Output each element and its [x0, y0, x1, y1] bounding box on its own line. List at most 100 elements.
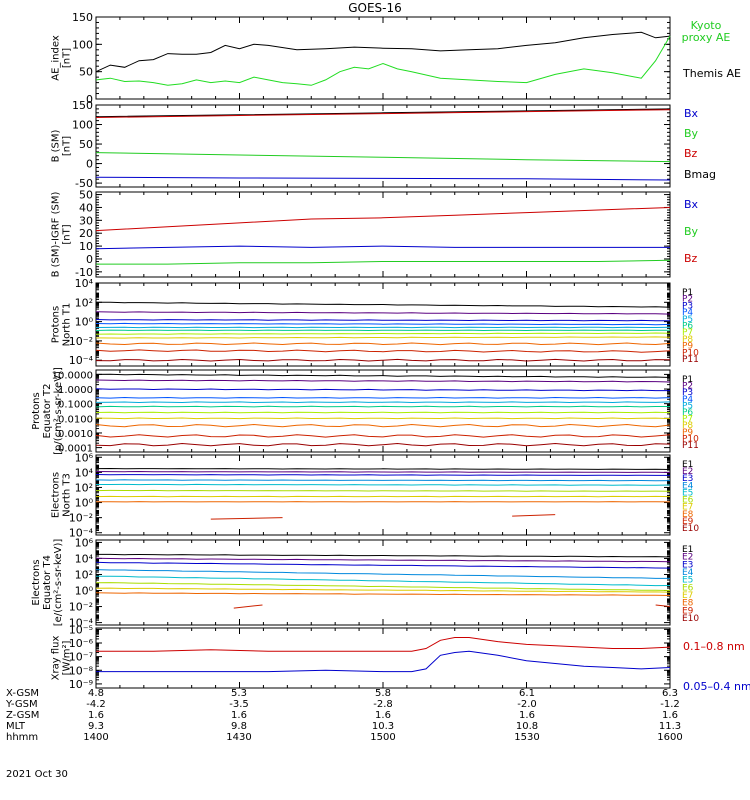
series-bz: [95, 207, 671, 232]
y-tick-label: 10⁴: [75, 277, 94, 290]
y-tick-label: 10⁻⁴: [69, 527, 94, 540]
legend-entry: E6: [682, 496, 694, 506]
y-axis-label: [p/(cm²-s-sr-keV)]: [53, 367, 64, 455]
y-tick-label: 10⁴: [75, 466, 94, 479]
y-tick-label: 100: [72, 38, 93, 51]
series-e5: [95, 575, 671, 587]
y-tick-label: 40: [79, 201, 93, 214]
y-tick-label: 10⁻⁹: [69, 678, 93, 690]
series-e1: [95, 467, 671, 470]
y-axis-label: Xray flux: [51, 636, 62, 681]
legend-entry: E8: [682, 599, 694, 609]
legend-entry: P3: [682, 301, 693, 311]
y-tick-label: 150: [72, 11, 93, 24]
panel-frame: [95, 539, 671, 626]
legend-entry: E9: [682, 606, 694, 616]
plot-title: GOES-16: [348, 1, 402, 15]
panel-frame: [95, 16, 671, 100]
legend-entry: P1: [682, 375, 693, 385]
panel-2: -50 0 50 100 150 B (SM) [nT] Bx By Bz Bmag: [51, 99, 717, 190]
series-bx: [95, 245, 670, 250]
footer-cell: -1.2: [660, 699, 680, 710]
legend-entry: E3: [682, 560, 693, 570]
footer-cell: 6.1: [519, 688, 535, 699]
y-tick-label: 10⁰: [75, 316, 94, 329]
y-tick-label: 0: [86, 158, 93, 171]
ephemeris-footer: X-GSM Y-GSM Z-GSM MLT hhmm 4.8 -4.2 1.6 9.3 1400 5…: [0, 688, 750, 800]
footer-cell: 10.3: [371, 721, 395, 732]
legend-entry: P7: [682, 415, 693, 425]
legend-entry: P10: [682, 348, 699, 358]
y-tick-label: 30: [79, 214, 93, 227]
series-bz: [95, 109, 671, 118]
series-e2: [95, 557, 671, 563]
legend-entry: E4: [682, 568, 694, 578]
y-tick-label: 10⁻⁷: [69, 651, 93, 664]
legend-entry: E10: [682, 614, 699, 624]
legend-entry: By: [684, 127, 699, 140]
series-p4: [95, 322, 671, 326]
y-axis-label: Protons: [51, 306, 62, 343]
series-e3: [95, 474, 670, 476]
legend-entry: P8: [682, 335, 693, 345]
footer-cell: 1530: [514, 732, 540, 743]
series-e9: [655, 604, 671, 608]
legend-entry: P3: [682, 388, 693, 398]
footer-cell: 10.8: [515, 721, 539, 732]
y-tick-label: 0.1000: [58, 400, 93, 411]
series-p3: [95, 319, 670, 322]
legend-entry: E1: [682, 460, 693, 470]
legend-entry: P5: [682, 401, 693, 411]
series-0-05-0-4-nm: [96, 650, 671, 673]
legend-entry: E8: [682, 510, 694, 520]
footer-cell: -3.5: [229, 699, 249, 710]
series-by: [96, 259, 671, 265]
footer-cell: 9.8: [231, 721, 247, 732]
footer-row-label: Z-GSM: [6, 710, 40, 721]
footer-cell: 1400: [83, 732, 109, 743]
series-p10: [95, 434, 671, 438]
legend-entry: E7: [682, 503, 693, 513]
y-tick-label: 0.0100: [58, 414, 93, 425]
y-axis-label: [nT]: [62, 48, 73, 68]
footer-cell: 1.6: [519, 710, 535, 721]
footer-cell: 1430: [226, 732, 252, 743]
series-p8: [95, 336, 671, 339]
footer-cell: -2.8: [373, 699, 393, 710]
y-axis-label: [nT]: [62, 224, 73, 244]
series-e1: [96, 553, 671, 558]
series-themis-ae: [95, 31, 671, 73]
y-axis-label: Equator T4: [42, 555, 53, 610]
y-axis-label: Equator T2: [42, 384, 53, 439]
series-p1: [96, 301, 671, 308]
footer-row-label: Y-GSM: [6, 699, 38, 710]
series-e5: [96, 483, 671, 486]
footer-cell: -4.2: [86, 699, 106, 710]
series-e3: [95, 561, 671, 569]
y-tick-label: 1.0000: [58, 385, 93, 396]
series-p4: [95, 396, 671, 399]
footer-cell: 1.6: [231, 710, 247, 721]
legend-entry: E3: [682, 474, 693, 484]
footer-row-label: hhmm: [6, 732, 39, 743]
series-p5: [95, 401, 671, 404]
legend-entry: 0.05–0.4 nm: [683, 680, 750, 690]
y-tick-label: 0: [86, 253, 93, 266]
legend-entry: P4: [682, 308, 693, 318]
series-p1: [95, 373, 671, 378]
series-p9: [95, 423, 671, 428]
legend-entry: E1: [682, 545, 693, 555]
y-tick-label: 10⁻⁶: [69, 637, 94, 650]
legend-entry: 0.1–0.8 nm: [683, 640, 745, 653]
panel-4: 10⁻⁴ 10⁻² 10⁰ 10² 10⁴ Protons North T1 P1P2P3P4…: [51, 277, 700, 367]
footer-cell: 9.3: [88, 721, 104, 732]
legend-entry: Kyoto: [691, 19, 722, 32]
panel-8: 10⁻⁹10⁻⁸10⁻⁷10⁻⁶10⁻⁵ Xray flux [W/m²] 0.1–0…: [51, 623, 750, 690]
y-tick-label: 0.0010: [58, 429, 93, 440]
legend-entry: P8: [682, 421, 693, 431]
series-p6: [95, 405, 670, 408]
legend-entry: E5: [682, 576, 693, 586]
